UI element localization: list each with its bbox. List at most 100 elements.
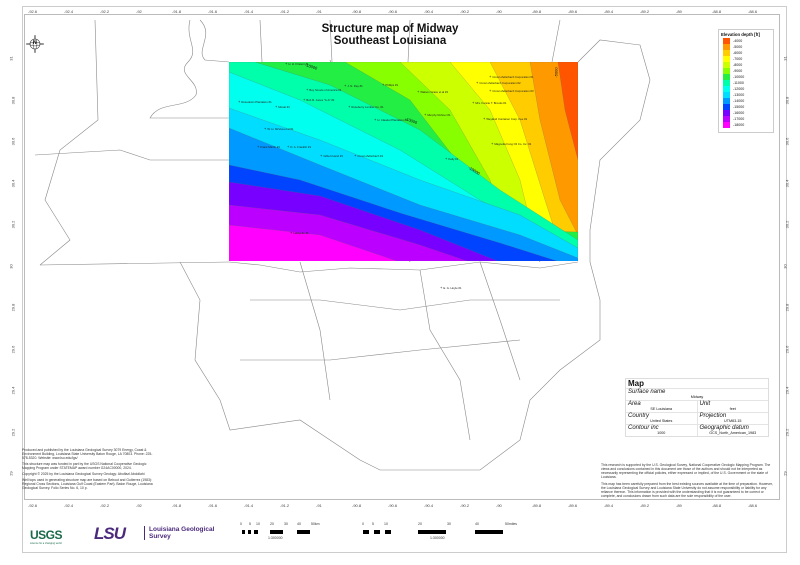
funding-note: This research is supported by the U.S. G…: [601, 463, 771, 479]
legend-entry: -18000: [719, 122, 773, 128]
scale-tick: 0: [362, 522, 364, 526]
scale-ratio-km: 1:300000: [268, 536, 283, 540]
map-info-box: Map Surface name Midway Area SE Louisiana…: [625, 378, 769, 437]
scale-tick: 30: [284, 522, 288, 526]
scale-tick: 50km: [311, 522, 320, 526]
legend-value: -15000: [733, 105, 745, 109]
north-label: N: [33, 40, 37, 46]
lsu-logo: LSU: [94, 524, 126, 543]
legend-value: -16000: [733, 111, 745, 115]
legend-value: -7000: [733, 57, 743, 61]
legend-entry: -14000: [719, 98, 773, 104]
legend-title: Elevation depth [ft]: [721, 32, 760, 37]
longitude-tick: -91: [316, 503, 322, 508]
scale-tick: 20: [270, 522, 274, 526]
longitude-tick: -89.8: [532, 9, 542, 14]
legend-value: -11000: [733, 81, 744, 85]
area-label: Area: [628, 401, 641, 407]
longitude-tick: -91.6: [208, 9, 218, 14]
legend-swatch: [723, 122, 730, 128]
north-arrow-icon: [25, 34, 45, 54]
contour-inc-value: 1000: [657, 431, 666, 435]
datum-value: GCS_North_American_1983: [709, 431, 757, 435]
longitude-tick: -92.4: [64, 503, 74, 508]
legend-swatch: [723, 38, 730, 44]
well-label: Boy Scouts of America #1: [306, 87, 341, 92]
longitude-tick: -92.2: [100, 9, 110, 14]
parish-boundaries: [34, 19, 651, 471]
legend-swatch: [723, 92, 730, 98]
well-label: Kelly #1: [445, 156, 458, 161]
longitude-tick: -90: [496, 9, 502, 14]
longitude-tick: -91.8: [172, 503, 182, 508]
usgs-logo: USGS science for a changing world: [30, 528, 63, 545]
longitude-tick: -91.2: [280, 503, 290, 508]
legend-value: -6000: [733, 51, 743, 55]
legend-swatch: [723, 116, 730, 122]
legend-swatch: [723, 86, 730, 92]
publisher-note: Produced and published by the Louisiana …: [22, 448, 153, 460]
longitude-tick: -91.2: [280, 9, 290, 14]
legend-entry: -11000: [719, 80, 773, 86]
legend-entry: -7000: [719, 56, 773, 62]
scale-tick: 40: [475, 522, 479, 526]
longitude-tick: -90.4: [424, 9, 434, 14]
liability-note: This map has been carefully prepared fro…: [601, 482, 773, 498]
legend-swatch: [723, 80, 730, 86]
scale-ratio-miles: 1:300000: [430, 536, 445, 540]
legend-value: -10000: [733, 75, 745, 79]
longitude-tick: -91: [316, 9, 322, 14]
well-label: Watson Grace et al #1: [417, 89, 448, 94]
longitude-tick: -91.4: [244, 503, 254, 508]
longitude-tick: -89.8: [532, 503, 542, 508]
longitude-tick: -90: [496, 503, 502, 508]
legend-entry: -5000: [719, 44, 773, 50]
well-label: Mrs. Fannie T. Brooks #1: [472, 100, 506, 105]
legend-entry: -13000: [719, 92, 773, 98]
legend-value: -5000: [733, 45, 743, 49]
longitude-tick: -92.4: [64, 9, 74, 14]
legend: Elevation depth [ft] -4000 -5000 -6000 -700…: [718, 29, 774, 133]
scale-tick: 50miles: [505, 522, 518, 526]
surface-name-value: Midway: [690, 395, 704, 399]
legend-swatch: [723, 62, 730, 68]
scalebar-miles: 0 5 10 20 30 40 50miles 1:300000: [360, 522, 520, 544]
longitude-tick: -90.2: [460, 503, 470, 508]
well-label: Weyland Container Corp. Fee #1: [483, 116, 527, 121]
longitude-tick: -89.4: [604, 503, 614, 508]
longitude-tick: -92.6: [28, 503, 38, 508]
longitude-tick: -90.6: [388, 9, 398, 14]
well-label: Phillips #1: [382, 82, 398, 87]
legend-entry: -16000: [719, 110, 773, 116]
scale-tick: 10: [256, 522, 260, 526]
scale-tick: 5: [372, 522, 374, 526]
lgs-name: Louisiana Geological Survey: [144, 526, 214, 540]
projection-label: Projection: [699, 413, 727, 419]
unit-label: Unit: [699, 401, 711, 407]
datum-label: Geographic datum: [699, 425, 749, 431]
surface-name-label: Surface name: [628, 389, 666, 395]
longitude-tick: -90.8: [352, 503, 362, 508]
longitude-tick: -89.2: [640, 9, 650, 14]
legend-entry: -15000: [719, 104, 773, 110]
longitude-tick: -91.8: [172, 9, 182, 14]
longitude-tick: -91.4: [244, 9, 254, 14]
legend-swatch: [723, 74, 730, 80]
well-label: Crown Zellerbach #1: [354, 153, 383, 158]
well-label: Crown Zellerbach Corporation #2: [476, 80, 520, 85]
longitude-tick: -92.6: [28, 9, 38, 14]
well-label: Rosedown Plantation #1: [238, 99, 271, 104]
longitude-tick: -88.8: [712, 9, 722, 14]
legend-swatch: [723, 110, 730, 116]
contour-label: -5000: [553, 67, 559, 78]
longitude-tick: -91.6: [208, 503, 218, 508]
legend-swatch: [723, 44, 730, 50]
well-label: Murphy Rohner #1: [424, 112, 450, 117]
title-line-2: Southeast Louisiana: [333, 35, 447, 47]
legend-swatch: [723, 68, 730, 74]
well-label: D. A. Franklin #1: [287, 144, 311, 149]
area-value: SE Louisiana: [650, 407, 673, 411]
well-label: Roseberry Lumber Co. #1: [348, 104, 383, 109]
legend-entry: -8000: [719, 62, 773, 68]
